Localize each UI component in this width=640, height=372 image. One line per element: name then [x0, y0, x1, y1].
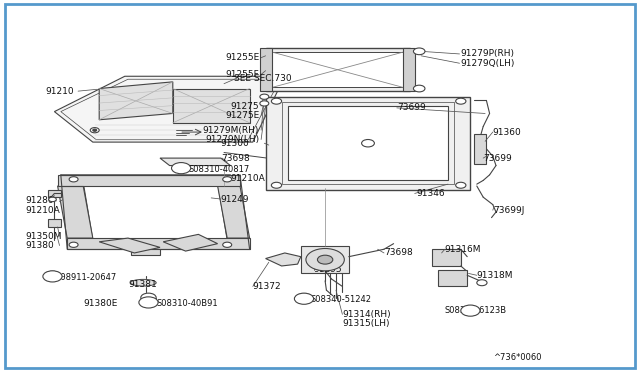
Text: 91279M(RH): 91279M(RH) — [203, 126, 259, 135]
Circle shape — [306, 248, 344, 271]
Text: 91210: 91210 — [45, 87, 74, 96]
Circle shape — [172, 163, 191, 174]
Text: 73699J: 73699J — [493, 206, 524, 215]
Text: 73698: 73698 — [384, 248, 413, 257]
Text: SEE SEC.730: SEE SEC.730 — [234, 74, 291, 83]
Text: 73699: 73699 — [483, 154, 512, 163]
Polygon shape — [173, 89, 250, 123]
Text: 91360: 91360 — [493, 128, 522, 137]
Text: 91350M: 91350M — [26, 232, 62, 241]
Text: 91249: 91249 — [221, 195, 250, 203]
Circle shape — [296, 294, 312, 303]
Circle shape — [294, 293, 314, 304]
Polygon shape — [58, 186, 93, 238]
Text: 91372: 91372 — [253, 282, 282, 291]
Polygon shape — [266, 48, 410, 91]
Circle shape — [141, 293, 156, 302]
Polygon shape — [218, 186, 250, 238]
Polygon shape — [48, 219, 61, 227]
Text: 91318M: 91318M — [477, 271, 513, 280]
Circle shape — [90, 128, 99, 133]
Text: S: S — [179, 164, 184, 173]
Polygon shape — [266, 97, 470, 190]
Text: 91210A: 91210A — [26, 206, 60, 215]
Polygon shape — [61, 175, 243, 249]
Text: N: N — [49, 272, 56, 281]
Circle shape — [260, 94, 269, 99]
Circle shape — [44, 271, 61, 281]
Circle shape — [413, 85, 425, 92]
Polygon shape — [403, 48, 415, 91]
Circle shape — [461, 305, 480, 316]
Circle shape — [413, 48, 425, 55]
Text: S08340-51242: S08340-51242 — [310, 295, 371, 304]
Circle shape — [223, 242, 232, 247]
Text: S: S — [468, 306, 473, 315]
Circle shape — [477, 280, 487, 286]
Text: S08310-40B91: S08310-40B91 — [157, 299, 218, 308]
Polygon shape — [131, 249, 160, 255]
Text: N08911-20647: N08911-20647 — [54, 273, 116, 282]
Circle shape — [43, 271, 62, 282]
Circle shape — [69, 242, 78, 247]
Polygon shape — [266, 253, 301, 266]
Text: 91275E: 91275E — [225, 111, 259, 120]
Text: 91255F: 91255F — [225, 70, 259, 79]
Text: 91314(RH): 91314(RH) — [342, 310, 391, 319]
Text: 91300: 91300 — [221, 139, 250, 148]
Polygon shape — [99, 82, 173, 120]
Text: 91275: 91275 — [230, 102, 259, 110]
Polygon shape — [99, 238, 160, 253]
Polygon shape — [48, 190, 61, 197]
Text: 91315(LH): 91315(LH) — [342, 319, 390, 328]
Circle shape — [223, 177, 232, 182]
Polygon shape — [432, 249, 461, 266]
Circle shape — [271, 182, 282, 188]
Text: 91380: 91380 — [26, 241, 54, 250]
Polygon shape — [260, 48, 272, 91]
Text: ^736*0060: ^736*0060 — [493, 353, 541, 362]
Circle shape — [456, 182, 466, 188]
Text: 91280: 91280 — [26, 196, 54, 205]
Circle shape — [93, 129, 97, 131]
Circle shape — [362, 140, 374, 147]
Polygon shape — [438, 270, 467, 286]
Circle shape — [260, 101, 269, 106]
Polygon shape — [54, 76, 285, 142]
Text: S08363-6123B: S08363-6123B — [445, 306, 507, 315]
Text: 91279N(LH): 91279N(LH) — [205, 135, 259, 144]
Text: 73699: 73699 — [397, 103, 426, 112]
Polygon shape — [272, 52, 403, 87]
Circle shape — [69, 177, 78, 182]
Circle shape — [462, 306, 479, 315]
Text: 91279Q(LH): 91279Q(LH) — [461, 59, 515, 68]
Text: 91316M: 91316M — [445, 245, 481, 254]
Polygon shape — [83, 182, 227, 240]
Polygon shape — [163, 234, 218, 251]
Circle shape — [271, 98, 282, 104]
Text: 73698: 73698 — [221, 154, 250, 163]
Text: S08310-40817: S08310-40817 — [189, 165, 250, 174]
Text: 91295: 91295 — [314, 265, 342, 274]
Text: S: S — [146, 298, 151, 307]
Circle shape — [49, 197, 56, 202]
Circle shape — [139, 297, 158, 308]
Polygon shape — [160, 158, 230, 166]
Polygon shape — [474, 134, 486, 164]
Circle shape — [456, 98, 466, 104]
Text: 91255E: 91255E — [225, 53, 259, 62]
Text: 91210A: 91210A — [230, 174, 265, 183]
Polygon shape — [301, 246, 349, 273]
Polygon shape — [58, 175, 240, 186]
Polygon shape — [288, 106, 448, 180]
Text: 91346: 91346 — [416, 189, 445, 198]
Ellipse shape — [131, 279, 156, 286]
Circle shape — [317, 255, 333, 264]
Text: 91279P(RH): 91279P(RH) — [461, 49, 515, 58]
Text: 91381: 91381 — [128, 280, 157, 289]
Text: S: S — [301, 294, 307, 303]
Polygon shape — [67, 238, 250, 249]
Text: 91380E: 91380E — [83, 299, 118, 308]
